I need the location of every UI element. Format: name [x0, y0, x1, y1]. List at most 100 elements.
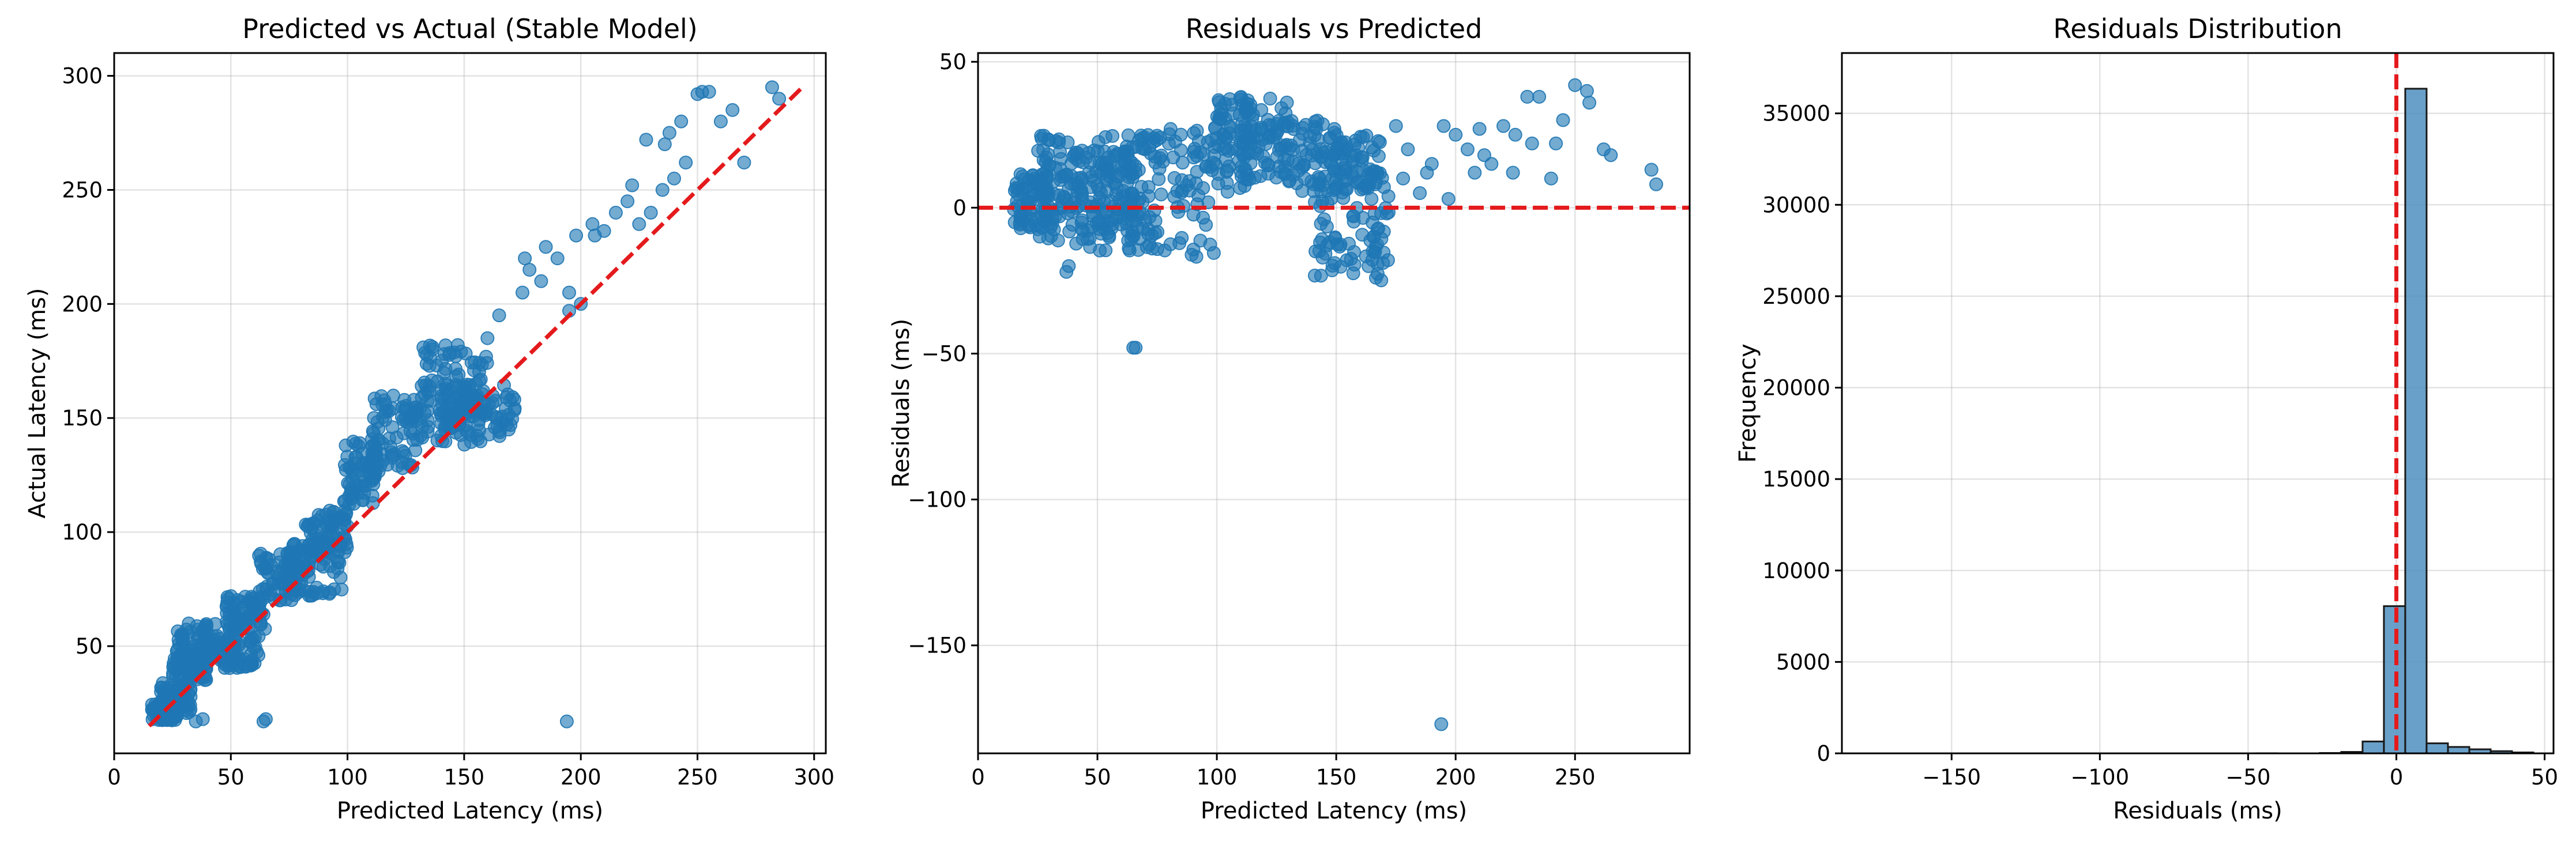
scatter-point — [473, 372, 488, 387]
scatter-point — [1508, 127, 1522, 142]
x-tick-label: −100 — [2071, 765, 2130, 790]
scatter-point — [260, 579, 274, 594]
scatter-point — [657, 137, 672, 152]
scatter-point — [550, 251, 565, 266]
scatter-point — [1358, 179, 1372, 193]
scatter-point — [702, 85, 716, 99]
plot-area — [145, 80, 804, 729]
y-tick-label: 100 — [62, 520, 103, 545]
scatter-point — [1295, 184, 1310, 198]
scatter-point — [449, 369, 464, 383]
scatter-point — [1544, 171, 1558, 186]
scatter-point — [303, 584, 317, 599]
x-tick-label: 250 — [677, 765, 718, 790]
scatter-point — [1052, 135, 1066, 150]
x-tick-label: −50 — [2225, 765, 2270, 790]
scatter-point — [1174, 143, 1188, 157]
scatter-point — [1582, 96, 1597, 110]
scatter-point — [516, 285, 529, 300]
scatter-point — [1436, 119, 1451, 133]
chart-title: Predicted vs Actual (Stable Model) — [242, 13, 697, 44]
x-tick-label: 50 — [1084, 765, 1111, 790]
y-tick-label: 35000 — [1762, 101, 1830, 126]
scatter-point — [1549, 136, 1563, 150]
scatter-point — [442, 348, 456, 362]
scatter-point — [765, 80, 779, 95]
scatter-point — [1021, 191, 1036, 205]
scatter-point — [713, 114, 728, 129]
y-tick-label: 20000 — [1762, 376, 1830, 401]
scatter-point — [1175, 231, 1189, 245]
scatter-point — [1162, 127, 1176, 141]
scatter-point — [1212, 93, 1226, 107]
y-tick-label: 15000 — [1762, 467, 1830, 492]
scatter-point — [1263, 92, 1277, 105]
scatter-point — [1105, 129, 1120, 143]
ticks: 0 50 100 150 200 250 50 0 −50 −100 −150 — [908, 50, 1595, 790]
scatter-point — [1525, 136, 1539, 150]
scatter-point — [256, 714, 270, 729]
scatter-point — [1129, 341, 1143, 355]
scatter-point — [1022, 173, 1036, 187]
scatter-point — [1333, 259, 1348, 274]
y-axis-label: Residuals (ms) — [888, 319, 915, 488]
scatter-point — [1051, 233, 1065, 248]
scatter-point — [522, 263, 537, 277]
scatter-point — [1186, 208, 1201, 222]
x-tick-label: 0 — [2390, 765, 2404, 790]
scatter-point — [366, 424, 380, 438]
scatter-point — [667, 171, 681, 186]
scatter-point — [1219, 153, 1233, 167]
y-tick-label: 200 — [62, 292, 103, 316]
grid-lines — [1842, 53, 2554, 755]
y-tick-label: 300 — [62, 64, 103, 89]
scatter-point — [212, 632, 227, 646]
scatter-point — [369, 397, 383, 412]
scatter-point — [1247, 171, 1262, 185]
scatter-point — [1359, 129, 1374, 143]
scatter-point — [1532, 89, 1547, 104]
scatter-point — [199, 673, 213, 687]
x-axis-label: Predicted Latency (ms) — [1201, 798, 1467, 824]
y-tick-label: 250 — [62, 178, 103, 202]
scatter-point — [1092, 156, 1107, 170]
scatter-point — [1420, 165, 1434, 180]
scatter-point — [480, 331, 495, 345]
x-tick-label: 200 — [1435, 765, 1476, 790]
x-tick-label: 50 — [2531, 765, 2558, 790]
scatter-point — [1120, 144, 1135, 159]
scatter-point — [1125, 156, 1140, 170]
scatter-point — [1328, 231, 1342, 246]
scatter-point — [1284, 114, 1299, 128]
scatter-point — [585, 217, 600, 231]
scatter-point — [156, 683, 171, 697]
y-tick-label: 0 — [1817, 741, 1830, 766]
scatter-point — [1184, 248, 1199, 262]
scatter-point — [1059, 265, 1074, 279]
scatter-point — [1196, 181, 1210, 195]
scatter-point — [1150, 225, 1165, 239]
scatter-point — [346, 435, 360, 449]
scatter-point — [518, 251, 532, 266]
scatter-point — [1355, 153, 1369, 168]
y-tick-label: 25000 — [1762, 284, 1830, 309]
scatter-point — [1314, 269, 1328, 283]
scatter-point — [1308, 115, 1322, 129]
scatter-point — [420, 413, 435, 428]
chart-title: Residuals vs Predicted — [1186, 13, 1483, 44]
scatter-point — [655, 183, 670, 197]
scatter-point — [588, 228, 602, 243]
scatter-point — [199, 617, 213, 631]
scatter-point — [639, 133, 653, 147]
scatter-point — [1314, 150, 1328, 164]
predicted-vs-actual-panel: 0 50 100 150 200 250 300 50 100 150 200 250 300 Predi… — [24, 13, 834, 824]
scatter-point — [1363, 162, 1377, 176]
scatter-point — [189, 714, 203, 729]
scatter-point — [1175, 156, 1190, 170]
scatter-point — [1644, 163, 1659, 177]
reference-line — [148, 85, 804, 728]
scatter-point — [1272, 160, 1286, 173]
scatter-point — [171, 624, 185, 639]
scatter-point — [1338, 143, 1352, 157]
